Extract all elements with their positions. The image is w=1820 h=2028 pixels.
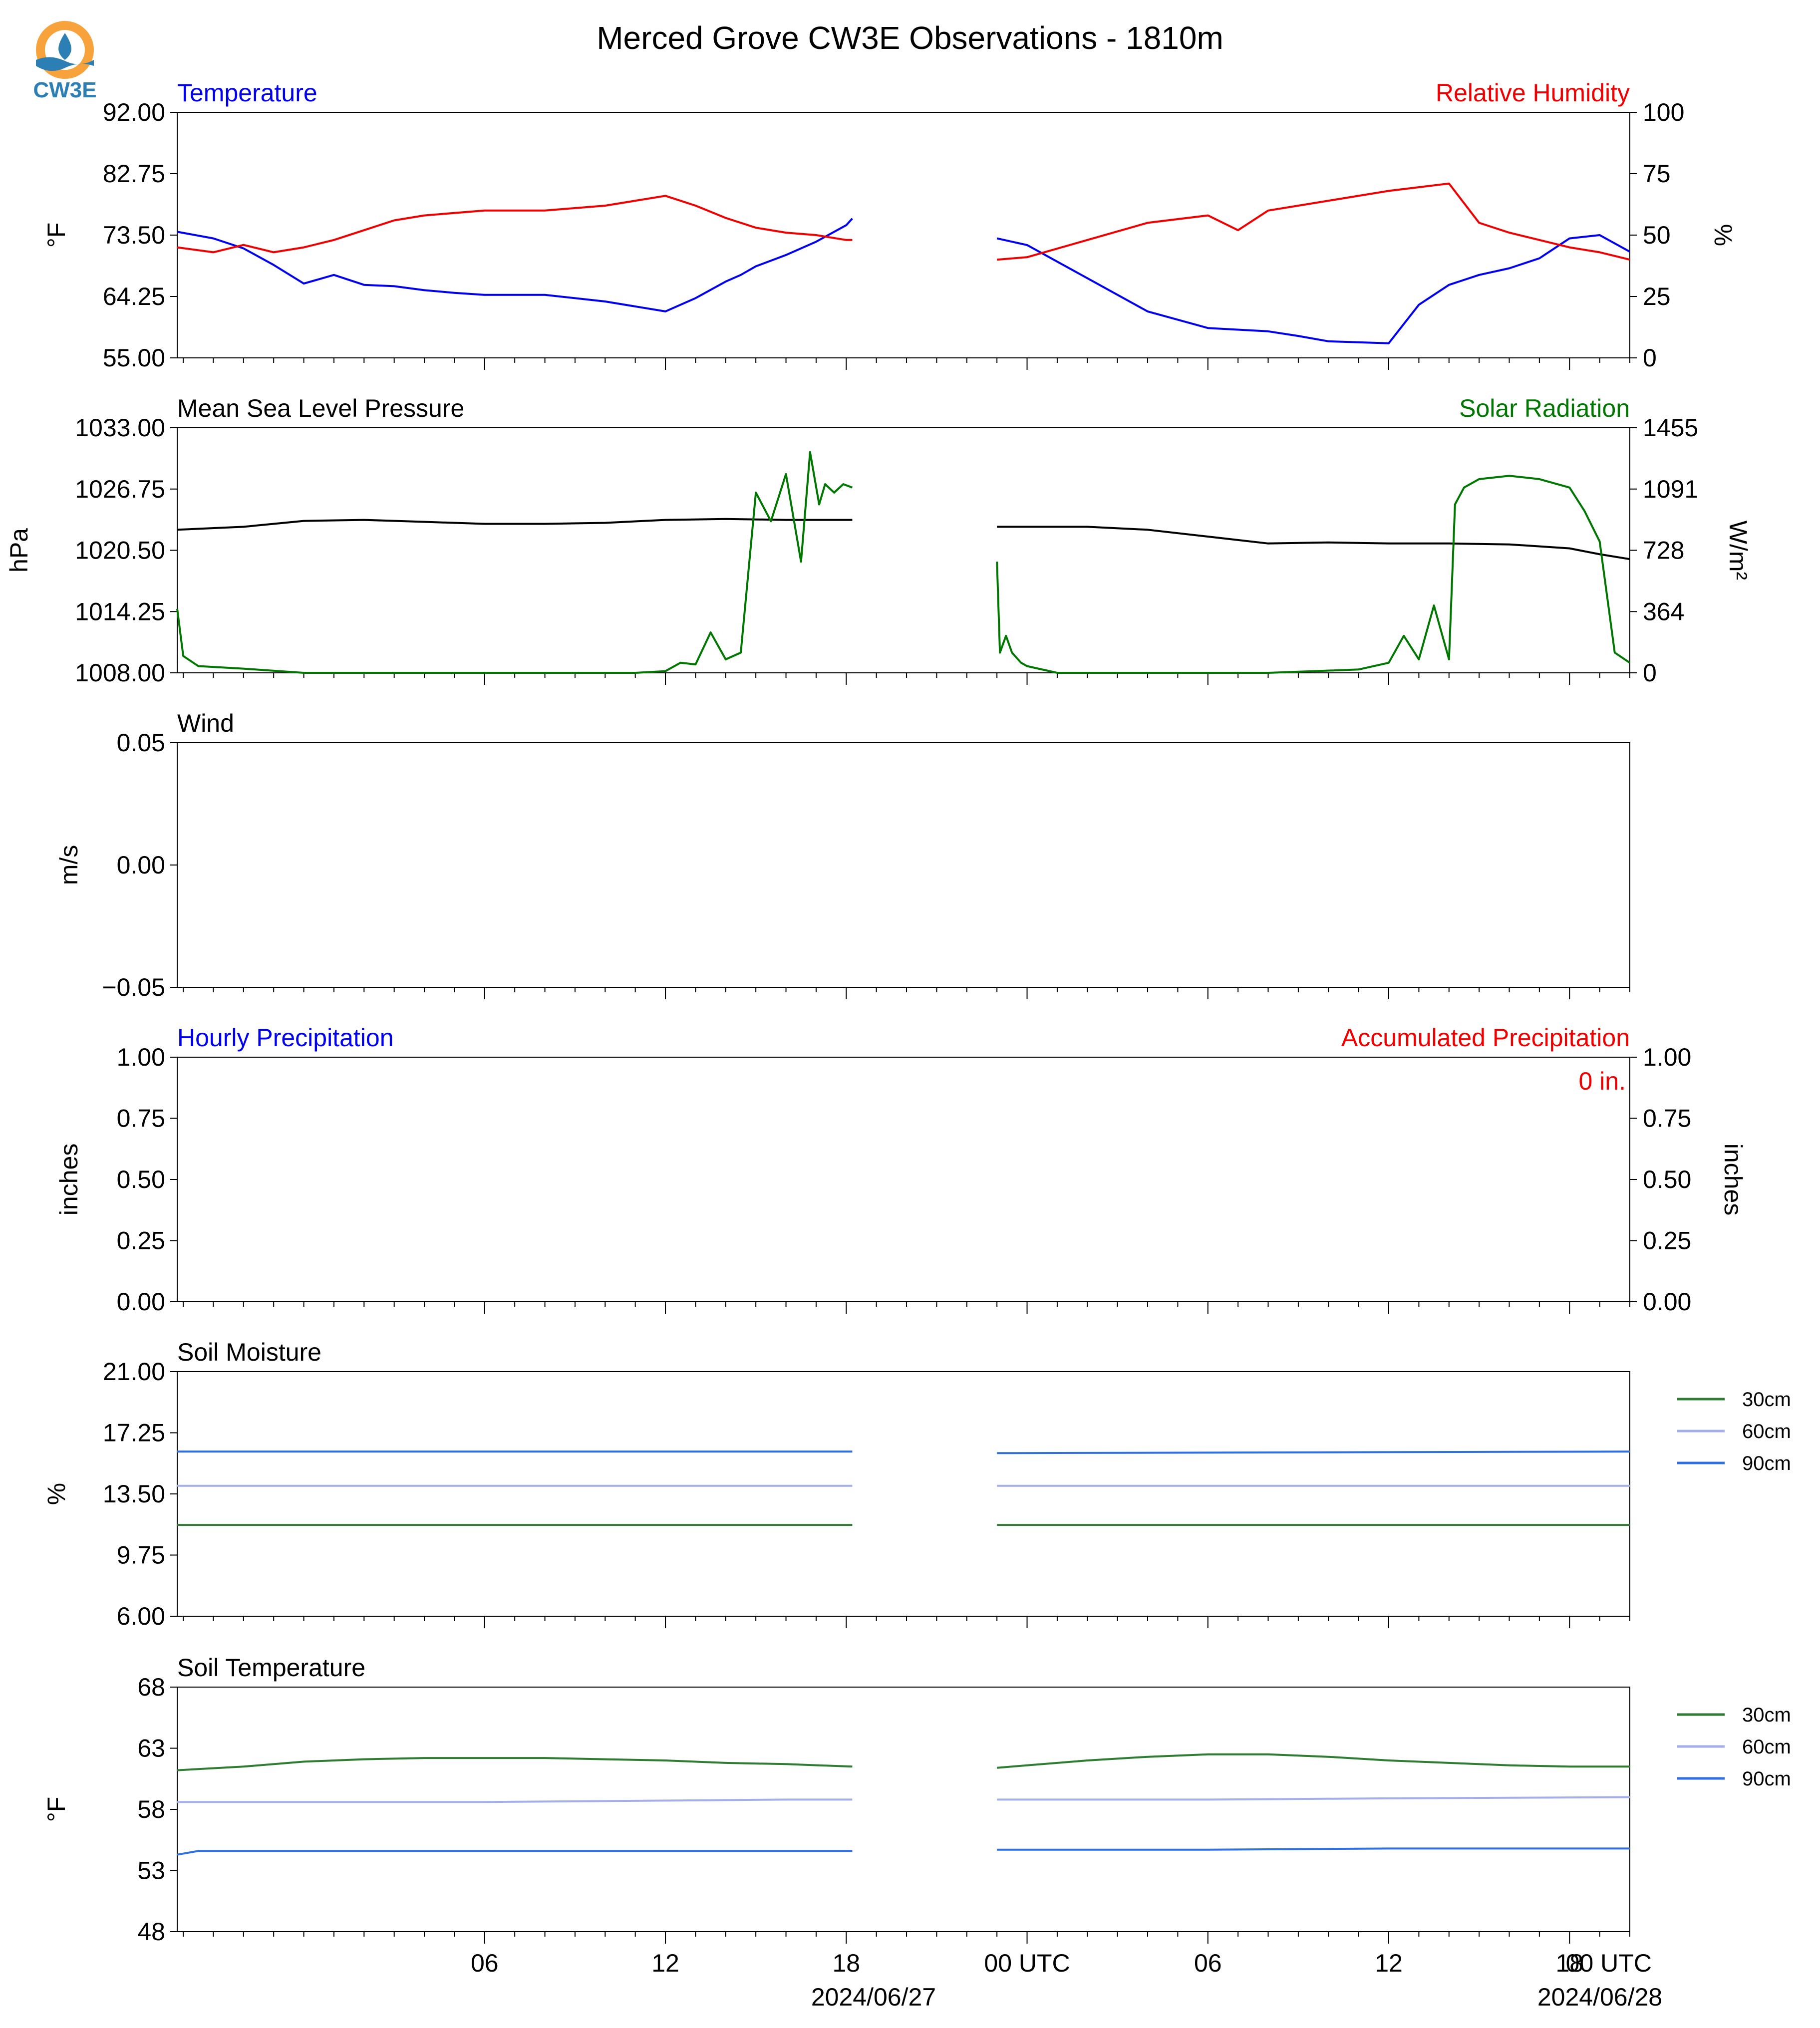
y-tick-label-left: 64.25 — [103, 283, 165, 310]
y-tick-label-left: 0.00 — [117, 851, 165, 879]
x-tick-label: 00 UTC — [1566, 1949, 1652, 1977]
series-line-solar-radiation — [176, 451, 1631, 674]
y-tick-label-left: 0.25 — [117, 1227, 165, 1255]
y-axis-label-right: inches — [1719, 1144, 1747, 1216]
legend-label: 30cm — [1742, 1389, 1791, 1411]
series-line-temperature — [177, 218, 1630, 344]
y-tick-label-right: 50 — [1643, 221, 1671, 249]
y-tick-label-left: 48 — [137, 1918, 165, 1946]
legend-label: 90cm — [1742, 1452, 1791, 1474]
x-tick-label: 06 — [471, 1949, 499, 1977]
series-line-relative-humidity — [177, 182, 1630, 261]
y-tick-label-left: 0.05 — [117, 729, 165, 757]
x-tick-label: 00 UTC — [984, 1949, 1070, 1977]
panel-2: 0.05 0.00 −0.05 Wind m/s — [55, 709, 1630, 1001]
series-line-mean-sea-level-pressure — [177, 518, 1630, 561]
legend-label: 30cm — [1742, 1704, 1791, 1726]
y-tick-label-left: 0.50 — [117, 1165, 165, 1193]
panel-title-left: Soil Temperature — [177, 1654, 365, 1682]
legend-label: 60cm — [1742, 1736, 1791, 1758]
series-line-60cm — [177, 1796, 1630, 1803]
y-tick-label-right: 364 — [1643, 597, 1684, 625]
y-tick-label-left: 1020.50 — [75, 537, 165, 565]
panel-title-left: Wind — [177, 709, 234, 737]
y-tick-label-right: 1455 — [1643, 414, 1698, 442]
panel-title-right: Solar Radiation — [1459, 394, 1630, 422]
x-tick-label: 18 — [1555, 1949, 1583, 1977]
y-tick-label-left: 0.00 — [117, 1288, 165, 1316]
legend-label: 90cm — [1742, 1768, 1791, 1790]
y-tick-label-right: 1091 — [1643, 475, 1698, 503]
y-axis-label-left: m/s — [55, 845, 83, 885]
y-tick-label-right: 728 — [1643, 537, 1684, 565]
y-tick-label-right: 0.25 — [1643, 1227, 1691, 1255]
y-tick-label-left: 17.25 — [103, 1419, 165, 1447]
y-axis-label-left: hPa — [5, 528, 33, 573]
x-tick-label: 18 — [832, 1949, 860, 1977]
y-tick-label-left: 53 — [137, 1857, 165, 1885]
y-tick-label-left: 82.75 — [103, 160, 165, 188]
series-line-90cm — [177, 1847, 1630, 1856]
y-tick-label-right: 0.75 — [1643, 1105, 1691, 1133]
y-tick-label-left: −0.05 — [102, 973, 165, 1001]
y-axis-label-left: % — [42, 1483, 70, 1505]
y-tick-label-left: 1033.00 — [75, 414, 165, 442]
panel-title-left: Temperature — [177, 79, 317, 107]
y-tick-label-left: 55.00 — [103, 344, 165, 372]
y-tick-label-right: 1.00 — [1643, 1043, 1691, 1071]
y-axis-label-left: °F — [42, 223, 70, 248]
y-tick-label-left: 1.00 — [117, 1043, 165, 1071]
panel-4: 21.00 17.25 13.50 9.75 6.00 Soil Moisture% 30c… — [42, 1338, 1791, 1630]
cw3e-logo: CW3E — [33, 21, 97, 102]
legend-label: 60cm — [1742, 1421, 1791, 1443]
y-tick-label-left: 58 — [137, 1795, 165, 1823]
y-tick-label-left: 13.50 — [103, 1480, 165, 1508]
date-label-0628: 2024/06/28 — [1537, 1983, 1662, 2011]
panel-0: 92.00 82.75 73.50 64.25 55.00 100 75 50 25 0 Tempe… — [42, 79, 1737, 372]
series-line-90cm — [177, 1450, 1630, 1454]
panel-title-left: Hourly Precipitation — [177, 1024, 394, 1052]
y-tick-label-left: 1008.00 — [75, 659, 165, 687]
figure-title: Merced Grove CW3E Observations - 1810m — [597, 20, 1223, 56]
y-tick-label-right: 0.50 — [1643, 1165, 1691, 1193]
y-tick-label-right: 0.00 — [1643, 1288, 1691, 1316]
y-tick-label-left: 92.00 — [103, 98, 165, 126]
panel-1: 1033.00 1026.75 1020.50 1014.25 1008.00 1455 1… — [5, 394, 1752, 687]
y-tick-label-right: 0 — [1643, 344, 1657, 372]
y-tick-label-right: 25 — [1643, 283, 1671, 310]
y-axis-label-right: W/m² — [1724, 521, 1752, 580]
y-tick-label-right: 0 — [1643, 659, 1657, 687]
logo-text: CW3E — [33, 78, 96, 102]
y-tick-label-left: 73.50 — [103, 221, 165, 249]
y-tick-label-left: 9.75 — [117, 1541, 165, 1569]
y-tick-label-left: 68 — [137, 1673, 165, 1701]
precip-total-annotation: 0 in. — [1578, 1067, 1626, 1095]
y-tick-label-left: 21.00 — [103, 1358, 165, 1386]
y-tick-label-right: 100 — [1643, 98, 1684, 126]
series-line-30cm — [177, 1753, 1630, 1771]
panel-title-left: Soil Moisture — [177, 1338, 321, 1366]
panel-3: 1.00 0.75 0.50 0.25 0.00 1.00 0.75 0.50 0.25 0.00… — [55, 1024, 1747, 1316]
panels: 92.00 82.75 73.50 64.25 55.00 100 75 50 25 0 Tempe… — [5, 79, 1791, 1977]
y-tick-label-left: 63 — [137, 1735, 165, 1762]
date-label-0627: 2024/06/27 — [811, 1983, 936, 2011]
panel-title-left: Mean Sea Level Pressure — [177, 394, 464, 422]
x-tick-label: 12 — [1375, 1949, 1403, 1977]
y-tick-label-left: 1026.75 — [75, 475, 165, 503]
y-tick-label-left: 1014.25 — [75, 597, 165, 625]
panel-title-right: Accumulated Precipitation — [1341, 1024, 1630, 1052]
panel-title-right: Relative Humidity — [1436, 79, 1630, 107]
x-tick-label: 12 — [651, 1949, 679, 1977]
y-tick-label-left: 6.00 — [117, 1602, 165, 1630]
x-tick-label: 06 — [1194, 1949, 1222, 1977]
y-axis-label-left: inches — [55, 1144, 83, 1216]
y-tick-label-right: 75 — [1643, 160, 1671, 188]
y-axis-label-right: % — [1709, 224, 1737, 246]
y-axis-label-left: °F — [42, 1797, 70, 1822]
y-tick-label-left: 0.75 — [117, 1105, 165, 1133]
